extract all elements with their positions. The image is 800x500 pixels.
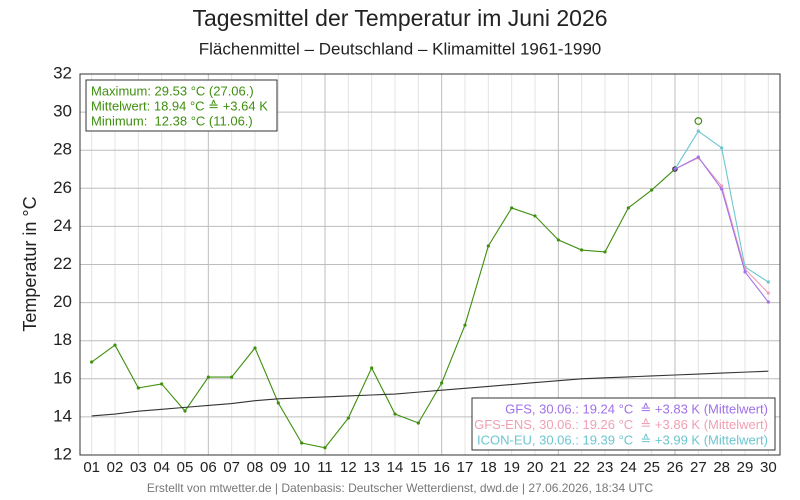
y-tick-label: 22 — [53, 254, 72, 273]
x-tick-label: 02 — [107, 459, 124, 476]
y-tick-label: 26 — [53, 178, 72, 197]
x-tick-label: 16 — [433, 459, 450, 476]
x-tick-label: 14 — [387, 459, 404, 476]
x-tick-label: 03 — [130, 459, 147, 476]
data-point — [696, 129, 700, 133]
x-tick-label: 28 — [713, 459, 730, 476]
data-point — [230, 375, 234, 379]
legend-box — [471, 397, 776, 451]
data-point — [90, 360, 94, 364]
data-point — [603, 250, 607, 254]
data-point — [370, 366, 374, 370]
data-point — [626, 206, 630, 210]
x-tick-label: 24 — [620, 459, 637, 476]
x-tick-label: 29 — [737, 459, 754, 476]
chart-subtitle: Flächenmittel – Deutschland – Klimamitte… — [199, 39, 602, 58]
data-point — [650, 188, 654, 192]
y-tick-label: 14 — [53, 406, 72, 425]
data-point — [253, 346, 257, 350]
x-tick-label: 15 — [410, 459, 427, 476]
series-line — [91, 168, 676, 449]
y-tick-label: 18 — [53, 330, 72, 349]
info-text: Minimum: 12.38 °C (11.06.) — [91, 113, 253, 128]
series-line — [91, 370, 769, 417]
data-point — [183, 409, 187, 413]
data-point — [696, 155, 700, 159]
y-tick-label: 30 — [53, 102, 72, 121]
data-point — [416, 421, 420, 425]
data-point — [323, 446, 327, 450]
max-marker — [694, 117, 703, 125]
x-tick-label: 22 — [573, 459, 590, 476]
info-box — [85, 79, 278, 132]
x-tick-label: 19 — [503, 459, 520, 476]
y-tick-label: 32 — [53, 63, 72, 82]
x-tick-label: 10 — [293, 459, 310, 476]
data-point — [276, 401, 280, 405]
data-point — [160, 382, 164, 386]
data-point — [720, 146, 724, 150]
y-tick-label: 16 — [53, 368, 72, 387]
data-point — [673, 167, 677, 171]
x-tick-label: 13 — [363, 459, 380, 476]
data-point — [300, 441, 304, 445]
data-point — [766, 280, 770, 284]
x-tick-label: 12 — [340, 459, 357, 476]
data-point — [113, 343, 117, 347]
legend-entry: GFS-ENS, 30.06.: 19.26 °C ≙ +3.86 K (Mit… — [474, 417, 768, 432]
x-tick-label: 11 — [317, 459, 333, 476]
x-tick-label: 01 — [83, 459, 100, 476]
y-tick-label: 20 — [53, 292, 72, 311]
data-point — [393, 412, 397, 416]
x-tick-label: 09 — [270, 459, 287, 476]
footer: Erstellt von mtwetter.de | Datenbasis: D… — [147, 481, 654, 495]
data-point — [556, 238, 560, 242]
y-axis-label: Temperatur in °C — [20, 196, 40, 331]
chart-title: Tagesmittel der Temperatur im Juni 2026 — [192, 5, 607, 31]
y-tick-label: 12 — [53, 444, 72, 463]
data-point — [766, 300, 770, 304]
x-tick-label: 08 — [247, 459, 264, 476]
legend-entry: ICON-EU, 30.06.: 19.39 °C ≙ +3.99 K (Mit… — [477, 432, 768, 447]
x-tick-label: 23 — [597, 459, 614, 476]
data-point — [766, 291, 770, 295]
y-tick-label: 28 — [53, 140, 72, 159]
y-tick-label: 24 — [53, 216, 72, 235]
data-point — [463, 323, 467, 327]
data-point — [206, 375, 210, 379]
x-tick-label: 21 — [550, 459, 567, 476]
x-tick-label: 25 — [643, 459, 660, 476]
x-tick-label: 26 — [667, 459, 684, 476]
data-point — [720, 187, 724, 191]
data-point — [136, 386, 140, 390]
x-tick-label: 05 — [177, 459, 194, 476]
x-tick-label: 04 — [153, 459, 170, 476]
info-text: Maximum: 29.53 °C (27.06.) — [91, 83, 254, 98]
data-point — [580, 248, 584, 252]
x-tick-label: 20 — [527, 459, 544, 476]
x-tick-label: 18 — [480, 459, 497, 476]
data-point — [346, 416, 350, 420]
info-text: Mittelwert: 18.94 °C ≙ +3.64 K — [91, 98, 268, 113]
x-tick-label: 27 — [690, 459, 707, 476]
data-point — [720, 184, 724, 188]
x-tick-label: 17 — [457, 459, 474, 476]
plot-frame — [79, 73, 781, 456]
x-tick-label: 06 — [200, 459, 217, 476]
data-point — [533, 214, 537, 218]
x-tick-label: 30 — [760, 459, 777, 476]
data-point — [486, 244, 490, 248]
data-point — [440, 381, 444, 385]
legend-entry: GFS, 30.06.: 19.24 °C ≙ +3.83 K (Mittelw… — [505, 401, 768, 416]
x-tick-label: 07 — [223, 459, 240, 476]
data-point — [510, 206, 514, 210]
data-point — [743, 270, 747, 274]
